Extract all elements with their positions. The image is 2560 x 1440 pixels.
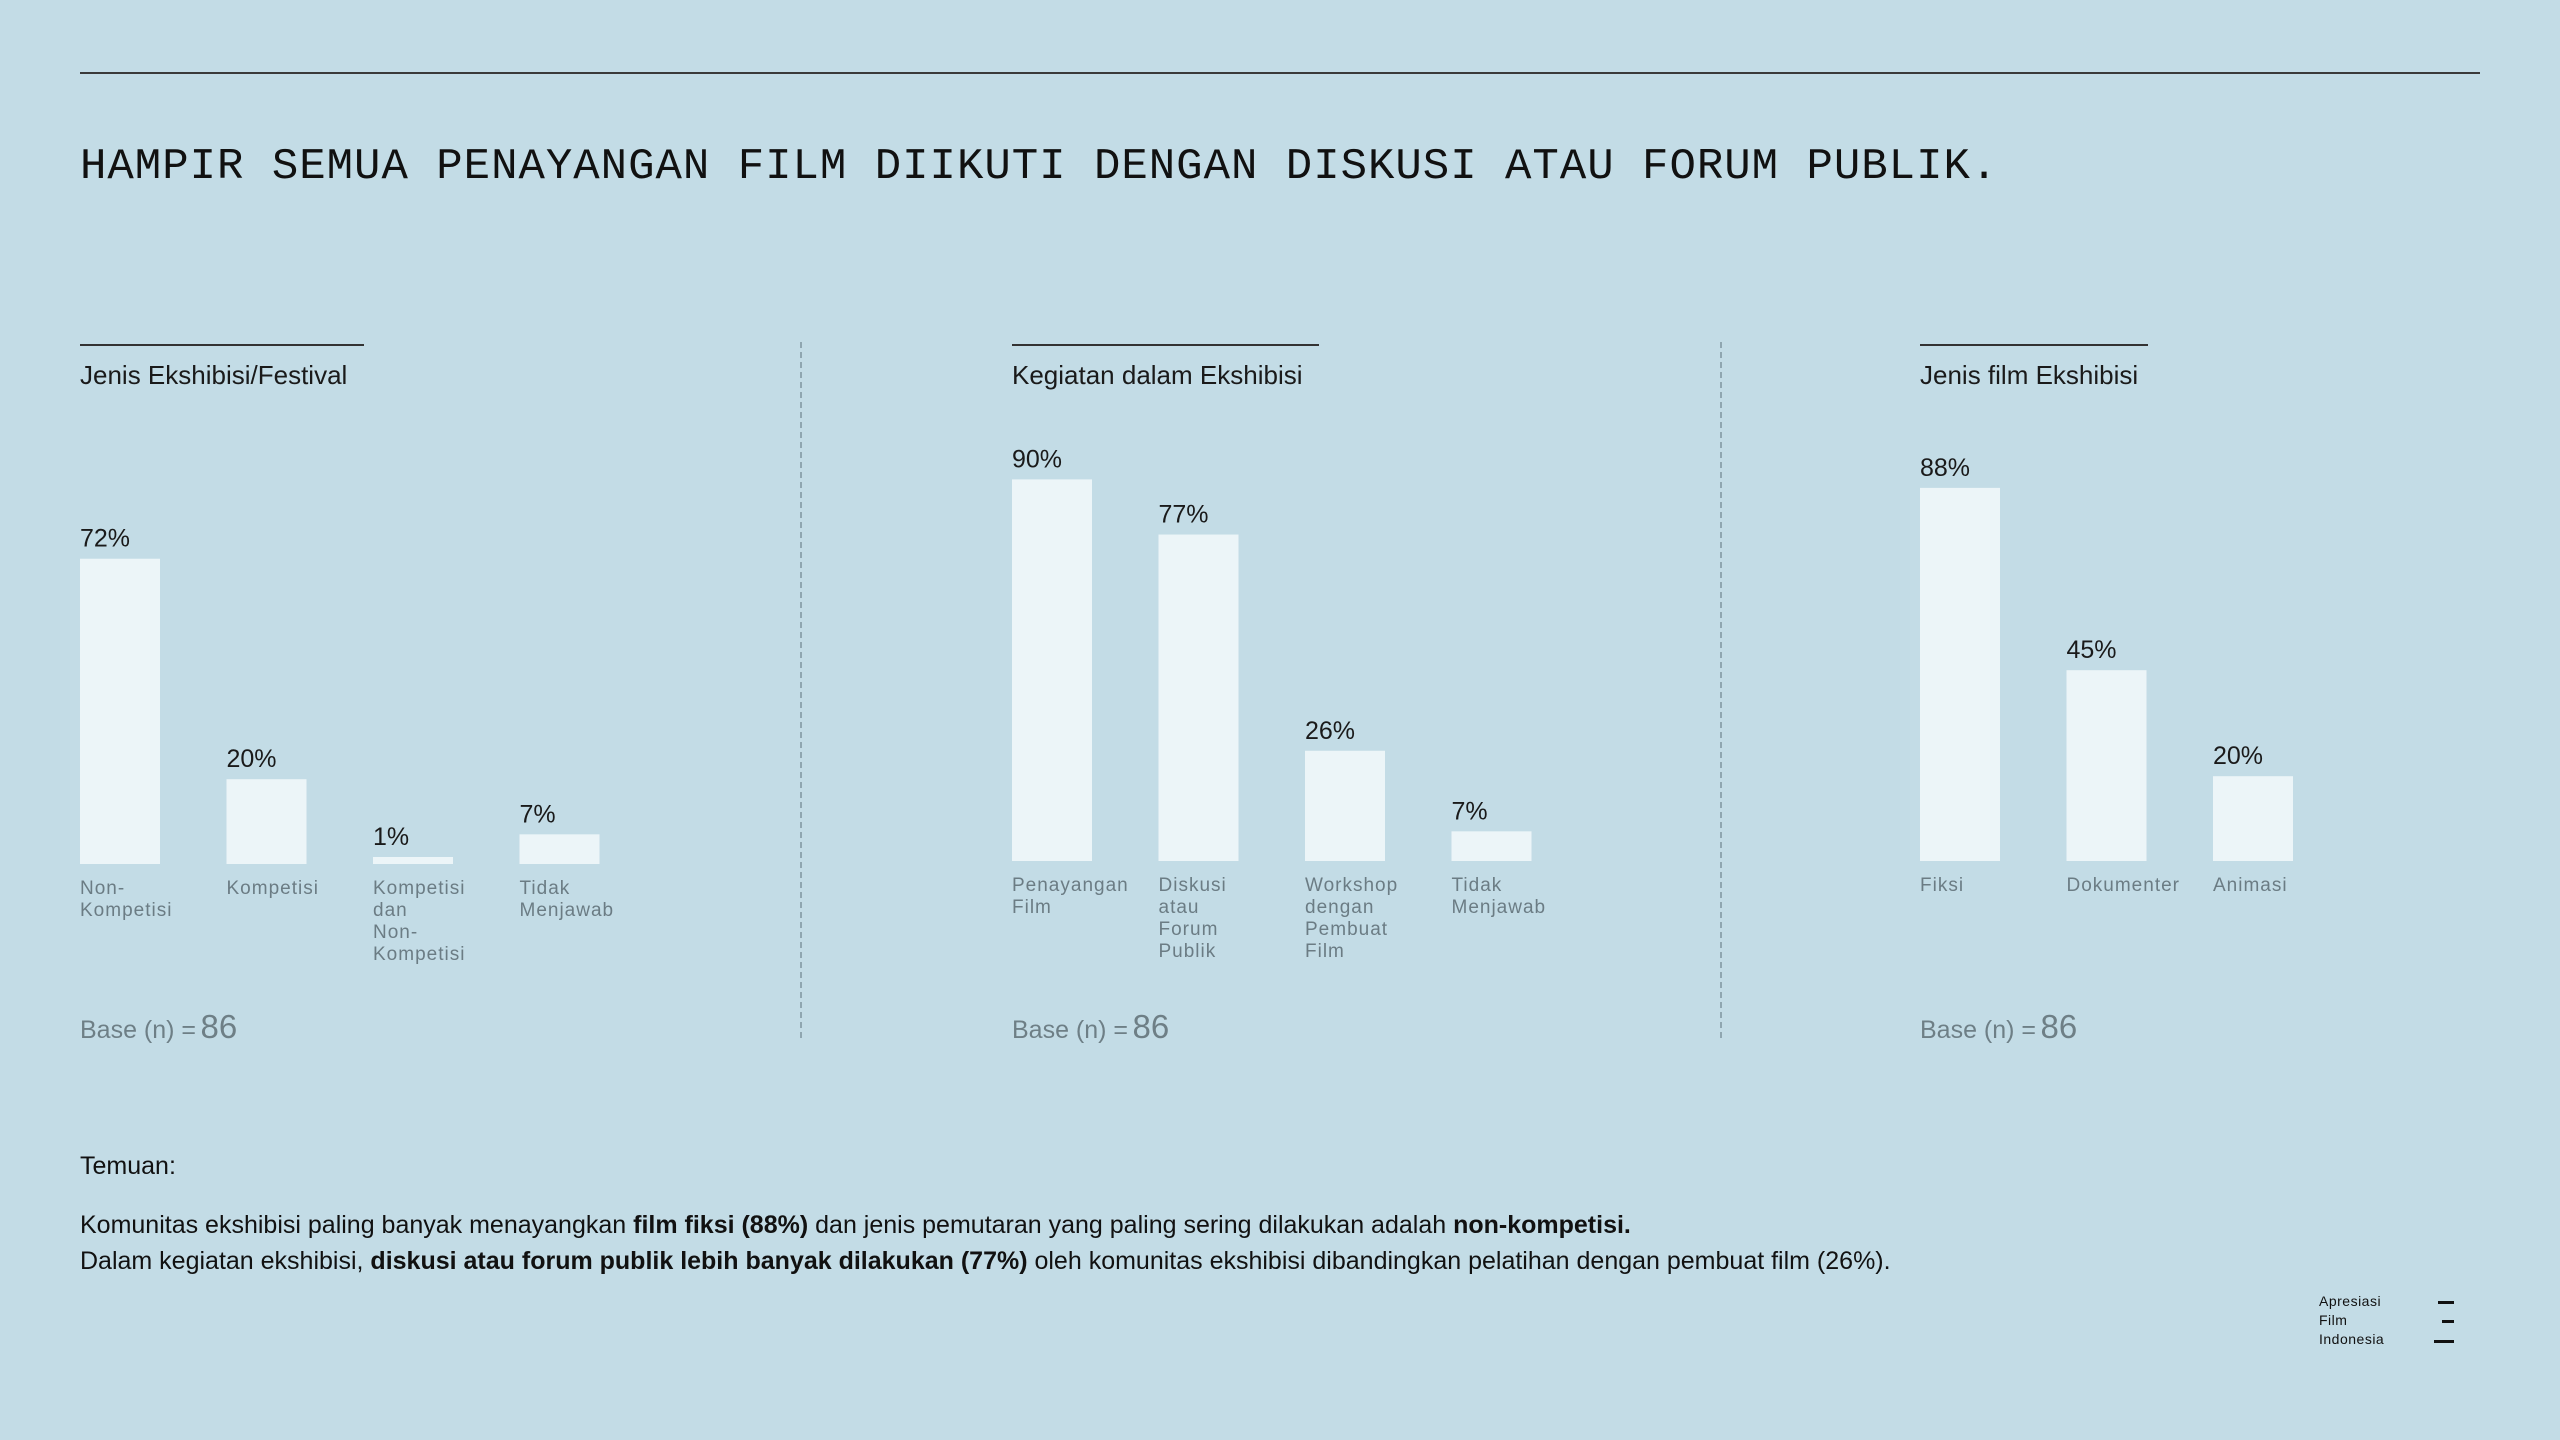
value-label: 7% (520, 800, 556, 828)
bar (1451, 831, 1532, 861)
base-value: 86 (2040, 1008, 2078, 1045)
logo-text: Apresiasi Film Indonesia (2319, 1292, 2384, 1349)
category-label: Tidak Menjawab (1452, 875, 1547, 918)
finding-emphasis: film fiksi (88%) (633, 1211, 809, 1239)
category-label-line: dan (373, 900, 408, 921)
category-label-line: Kompetisi (227, 878, 319, 899)
logo-line: Indonesia (2319, 1331, 2385, 1347)
category-label-line: Animasi (2213, 875, 2288, 896)
panel-title-rule (1012, 344, 1319, 346)
bar (226, 779, 307, 864)
chart-title: Jenis Ekshibisi/Festival (80, 360, 348, 390)
panel-title-rule (1920, 344, 2148, 346)
category-label-line: Kompetisi (373, 944, 465, 965)
category-label-line: Publik (1159, 941, 1217, 962)
category-label-line: Menjawab (520, 900, 615, 921)
base-value: 86 (200, 1008, 238, 1045)
value-label: 90% (1012, 445, 1062, 473)
finding-emphasis: diskusi atau forum publik lebih banyak d… (370, 1247, 1028, 1275)
bar (1158, 534, 1239, 861)
chart-title: Kegiatan dalam Ekshibisi (1012, 360, 1303, 390)
category-label-line: Menjawab (1452, 897, 1547, 918)
category-label-line: Fiksi (1920, 875, 1964, 896)
chart-panel-jenis-ekshibisi: Jenis Ekshibisi/Festival 72% Non-Kompetis… (80, 340, 720, 1060)
category-label-line: Pembuat (1305, 919, 1388, 940)
finding-text: Komunitas ekshibisi paling banyak menaya… (80, 1211, 634, 1239)
base-note: Base (n) = 86 (1920, 1008, 2077, 1046)
category-label-line: Non- (80, 878, 125, 899)
value-label: 72% (80, 525, 130, 553)
finding-text: Dalam kegiatan ekshibisi, (80, 1247, 371, 1275)
bar (2213, 776, 2293, 861)
logo-line: Film (2319, 1312, 2348, 1328)
finding-line-2: Dalam kegiatan ekshibisi, diskusi atau f… (80, 1247, 1891, 1276)
value-label: 1% (373, 823, 409, 851)
bar-chart-svg: 88% Fiksi 45% Dokumenter 20% Animasi (1920, 454, 2293, 896)
bar (1920, 487, 2000, 861)
category-label: Fiksi (1920, 875, 1964, 896)
top-rule (80, 72, 2480, 74)
bar (2066, 670, 2147, 861)
category-label-line: Film (1305, 941, 1345, 962)
bar (1012, 479, 1092, 861)
category-label: Non-Kompetisi (80, 878, 172, 921)
value-label: 26% (1305, 717, 1355, 745)
category-label-line: Non- (373, 922, 418, 943)
category-label: Workshop dengan Pembuat Film (1305, 875, 1398, 962)
finding-emphasis: non-kompetisi. (1453, 1211, 1631, 1239)
value-label: 20% (227, 745, 277, 773)
base-note: Base (n) = 86 (1012, 1008, 1169, 1046)
category-label-line: Tidak (1452, 875, 1503, 896)
logo-mark-icon (2434, 1301, 2454, 1343)
chart-panel-kegiatan-ekshibisi: Kegiatan dalam Ekshibisi 90% Penayangan Fi… (1012, 340, 1652, 1060)
category-label-line: Film (1012, 897, 1052, 918)
panel-title-rule (80, 344, 364, 346)
category-label-line: Diskusi (1159, 875, 1227, 896)
category-label-line: Kompetisi (373, 878, 465, 899)
category-label: Tidak Menjawab (520, 878, 615, 921)
category-label-line: Dokumenter (2067, 875, 2181, 896)
finding-text: oleh komunitas ekshibisi dibandingkan pe… (1027, 1247, 1891, 1275)
category-label: Kompetisi (227, 878, 319, 899)
panel-divider (800, 342, 802, 1038)
value-label: 88% (1920, 454, 1970, 482)
category-label-line: Forum (1159, 919, 1219, 940)
category-label: Dokumenter (2067, 875, 2181, 896)
bar (1305, 750, 1385, 861)
value-label: 7% (1452, 797, 1488, 825)
chart-panel-jenis-film: Jenis film Ekshibisi 88% Fiksi 45% Dokument… (1920, 340, 2480, 1060)
category-label-line: Workshop (1305, 875, 1398, 896)
base-label: Base (n) = (1012, 1016, 1129, 1044)
bar (80, 558, 160, 864)
logo-line: Apresiasi (2319, 1293, 2382, 1309)
chart-title: Jenis film Ekshibisi (1920, 360, 2139, 390)
base-value: 86 (1132, 1008, 1170, 1045)
category-label-line: dengan (1305, 897, 1374, 918)
bar (519, 834, 600, 864)
category-label-line: Tidak (520, 878, 571, 899)
category-label: Diskusi atau Forum Publik (1159, 875, 1227, 962)
panel-divider (1720, 342, 1722, 1038)
category-label: Animasi (2213, 875, 2288, 896)
value-label: 20% (2213, 742, 2263, 770)
base-note: Base (n) = 86 (80, 1008, 237, 1046)
findings-heading: Temuan: (80, 1152, 176, 1180)
category-label-line: Kompetisi (80, 900, 172, 921)
page-title: HAMPIR SEMUA PENAYANGAN FILM DIIKUTI DEN… (80, 142, 1999, 192)
base-label: Base (n) = (80, 1016, 197, 1044)
bar (373, 857, 453, 864)
finding-text: dan jenis pemutaran yang paling sering d… (808, 1211, 1454, 1239)
category-label-line: Penayangan (1012, 875, 1129, 896)
category-label: Kompetisi dan Non-Kompetisi (373, 878, 465, 965)
category-label-line: atau (1159, 897, 1200, 918)
category-label: Penayangan Film (1012, 875, 1129, 918)
value-label: 77% (1159, 501, 1209, 529)
value-label: 45% (2067, 636, 2117, 664)
finding-line-1: Komunitas ekshibisi paling banyak menaya… (80, 1211, 1631, 1240)
base-label: Base (n) = (1920, 1016, 2037, 1044)
